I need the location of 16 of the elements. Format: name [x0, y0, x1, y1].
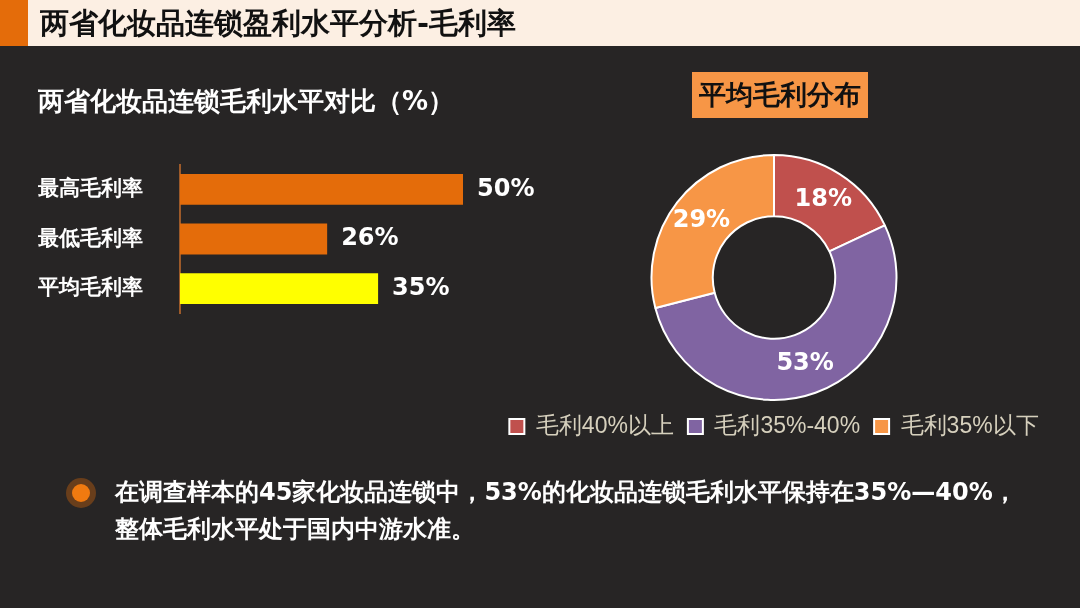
chart-title: 平均毛利分布 [692, 72, 868, 118]
y-tick-label: 平均毛利率 [37, 275, 143, 299]
text: 两省化妆品连锁盈利水平分析-毛利率 [40, 5, 517, 42]
data-label: 26% [341, 223, 399, 252]
data-label: 18% [794, 184, 852, 213]
y-tick-label: 最高毛利率 [37, 176, 143, 200]
data-label: 53% [776, 348, 834, 377]
chart-title: 两省化妆品连锁毛利水平对比（%） [38, 85, 455, 118]
data-label: 35% [392, 272, 450, 301]
y-tick-label: 最低毛利率 [37, 225, 143, 249]
legend-label: 毛利40%以上 [535, 411, 674, 438]
data-label: 29% [672, 205, 731, 234]
legend-label: 毛利35%-40% [714, 411, 861, 438]
data-label: 50% [477, 173, 535, 202]
text: 在调查样本的45家化妆品连锁中，53%的化妆品连锁毛利水平保持在35%—40%，整体毛利水平处于国内中游水准。 [115, 477, 1018, 545]
legend-label: 毛利35%以下 [900, 411, 1039, 438]
